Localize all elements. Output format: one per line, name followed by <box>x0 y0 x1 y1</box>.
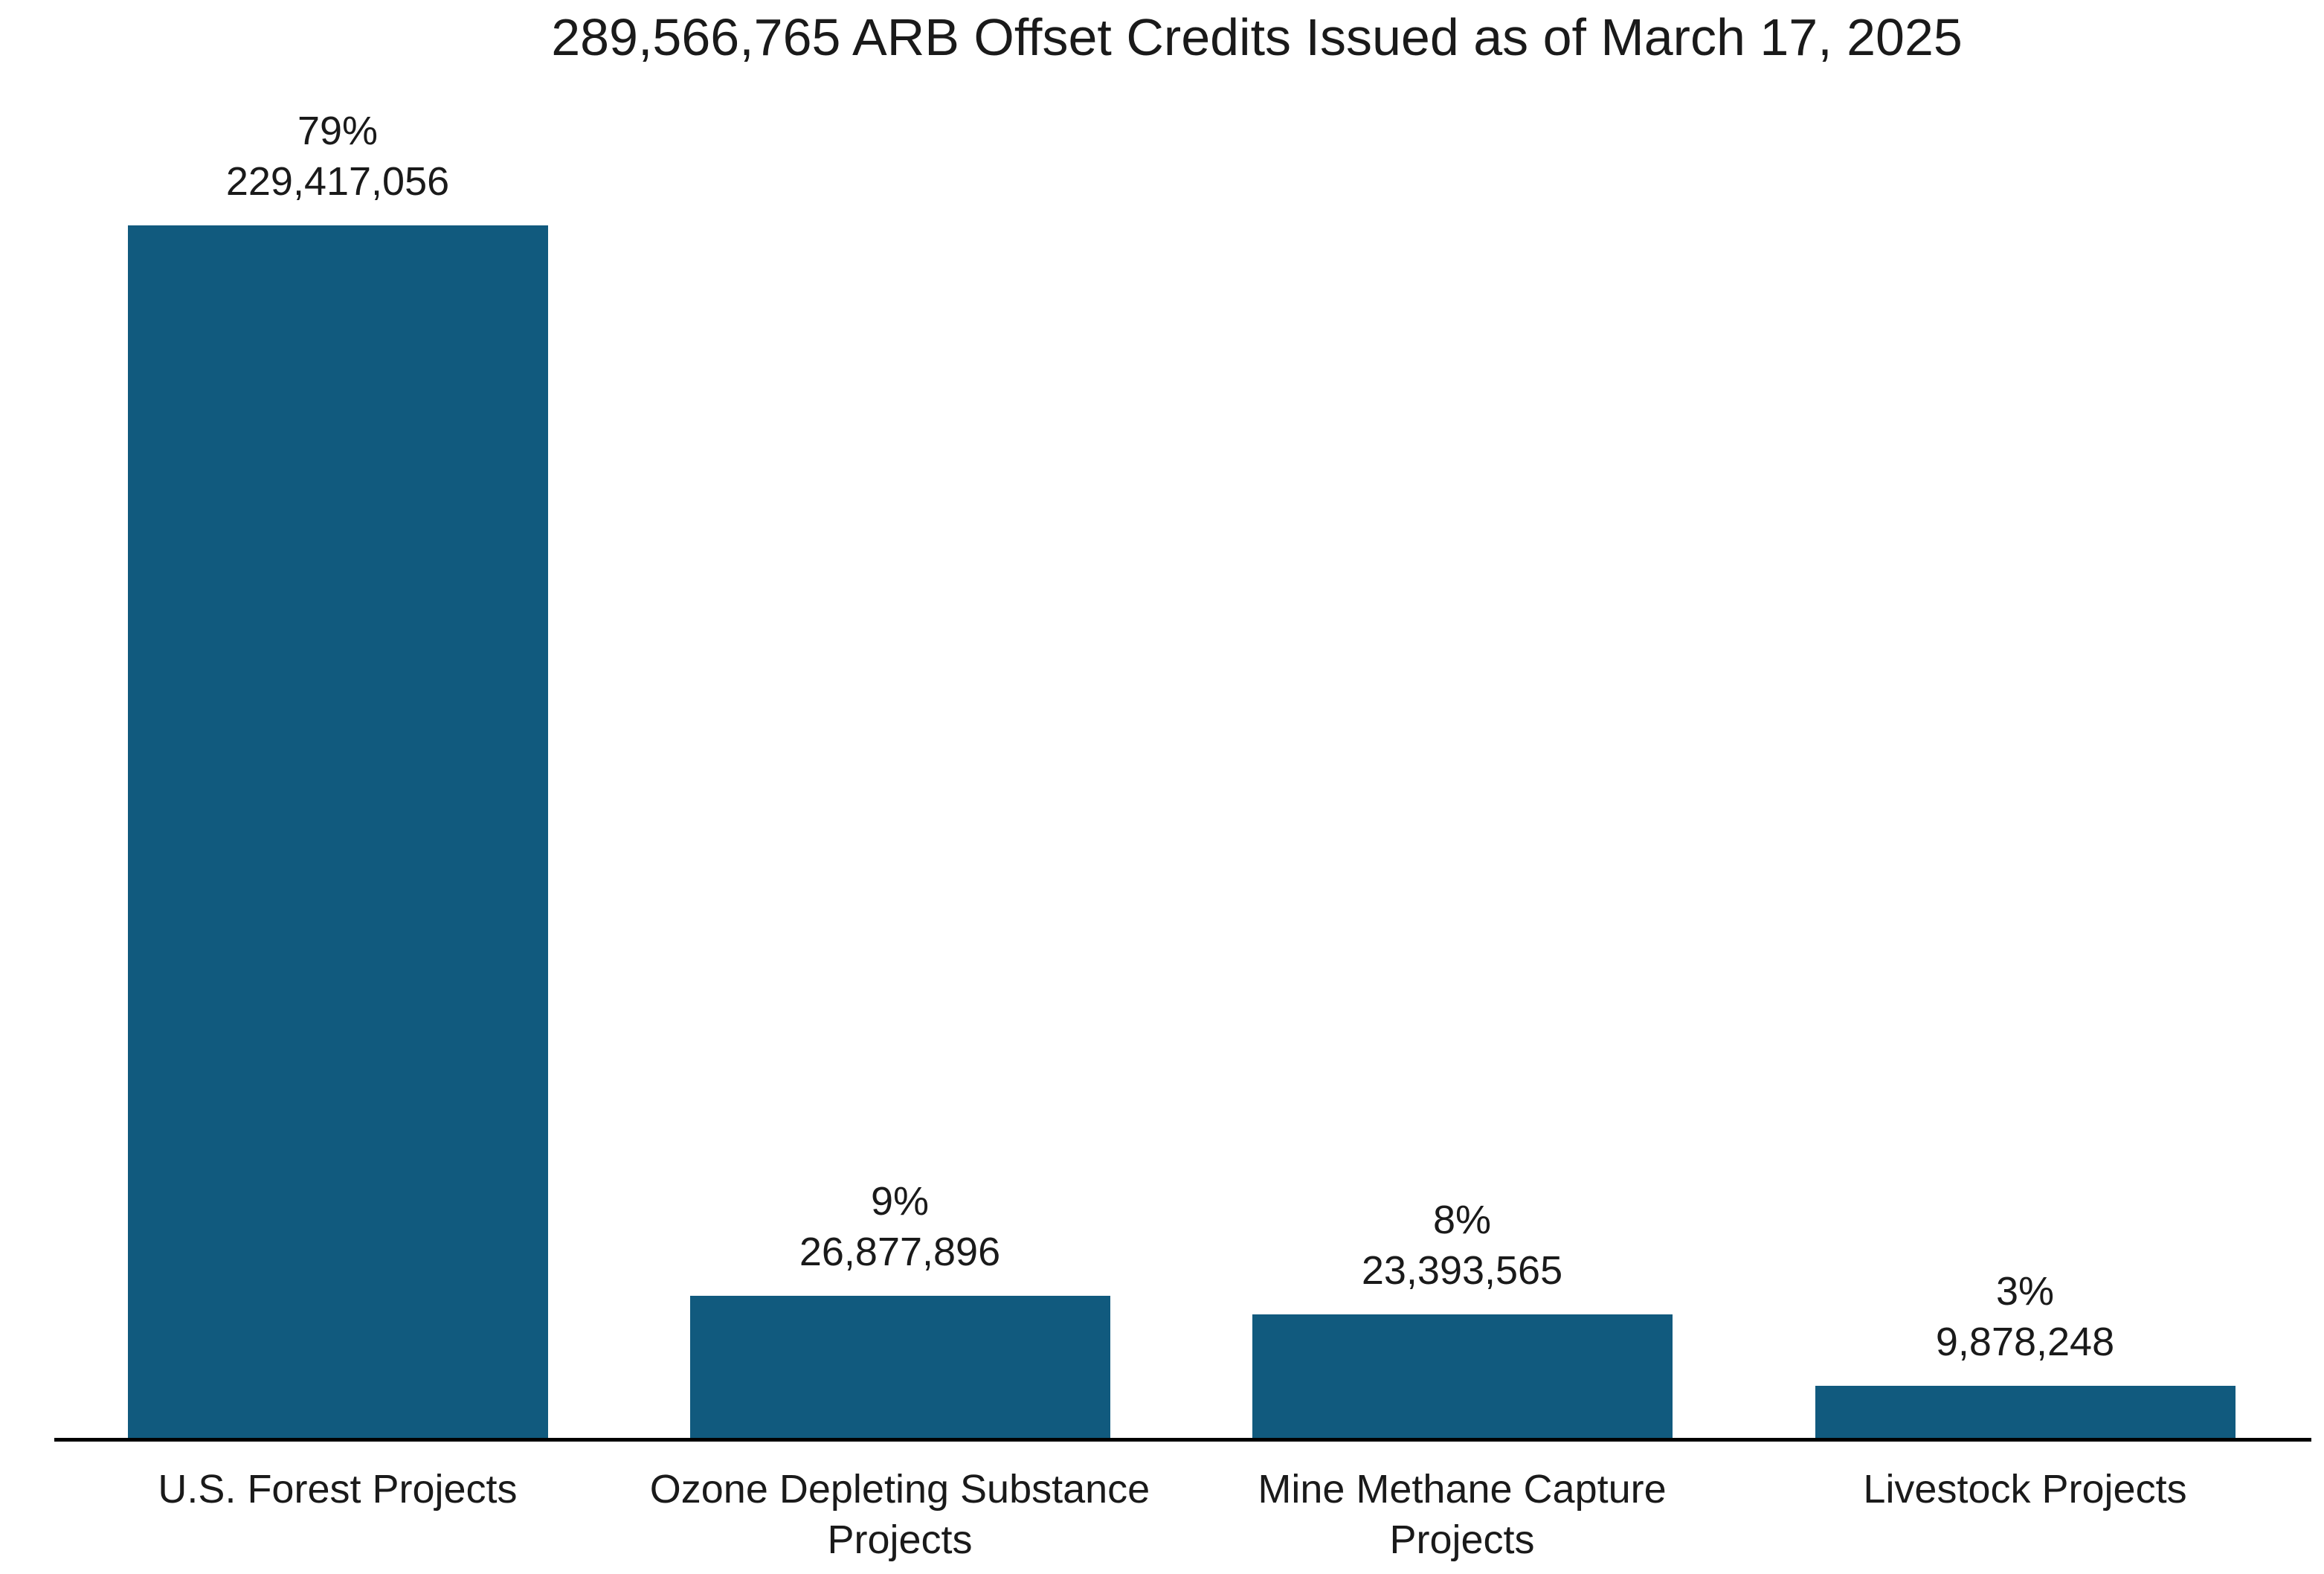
bar <box>1252 1314 1673 1438</box>
bar <box>1815 1386 2236 1438</box>
bar-category-label: Ozone Depleting Substance Projects <box>649 1467 1150 1562</box>
bar-value-label: 8% 23,393,565 <box>1361 1198 1563 1293</box>
bar <box>127 225 548 1438</box>
bar-category-label: Mine Methane Capture Projects <box>1258 1467 1667 1562</box>
chart-title: 289,566,765 ARB Offset Credits Issued as… <box>551 8 1963 66</box>
bar-category-label: U.S. Forest Projects <box>158 1467 518 1512</box>
bar-value-label: 9% 26,877,896 <box>799 1179 1001 1274</box>
bar-value-label: 3% 9,878,248 <box>1935 1269 2115 1364</box>
bar-value-label: 79% 229,417,056 <box>225 109 450 204</box>
x-axis-line <box>54 1438 2311 1442</box>
bar-category-label: Livestock Projects <box>1863 1467 2187 1512</box>
bar <box>689 1296 1110 1438</box>
